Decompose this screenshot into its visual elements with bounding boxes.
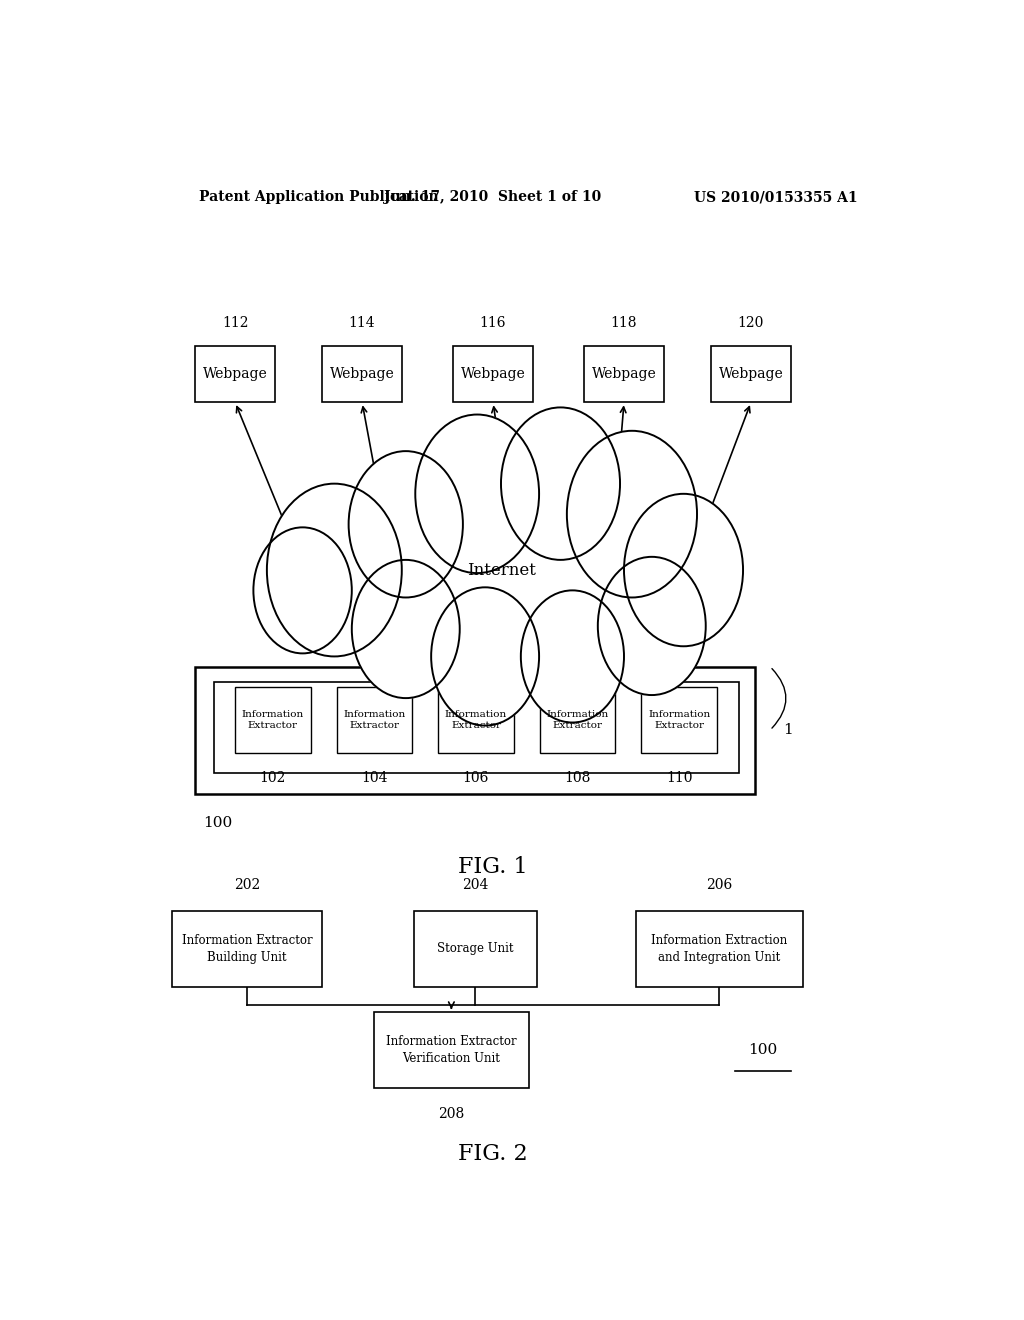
FancyBboxPatch shape bbox=[414, 911, 537, 987]
Circle shape bbox=[352, 560, 460, 698]
Text: 120: 120 bbox=[737, 317, 764, 330]
FancyBboxPatch shape bbox=[374, 1012, 528, 1089]
FancyBboxPatch shape bbox=[641, 686, 717, 752]
Text: Jun. 17, 2010  Sheet 1 of 10: Jun. 17, 2010 Sheet 1 of 10 bbox=[384, 190, 602, 205]
FancyBboxPatch shape bbox=[540, 686, 615, 752]
Text: Webpage: Webpage bbox=[330, 367, 394, 381]
Text: Information Extractor
Verification Unit: Information Extractor Verification Unit bbox=[386, 1035, 517, 1065]
Text: 110: 110 bbox=[666, 771, 692, 785]
Text: Information
Extractor: Information Extractor bbox=[648, 710, 711, 730]
Circle shape bbox=[521, 590, 624, 722]
Text: 206: 206 bbox=[707, 878, 732, 892]
Text: 118: 118 bbox=[610, 317, 637, 330]
Text: 100: 100 bbox=[749, 1043, 777, 1057]
Text: Information Extraction
and Integration Unit: Information Extraction and Integration U… bbox=[651, 933, 787, 964]
FancyBboxPatch shape bbox=[172, 911, 323, 987]
Text: 114: 114 bbox=[349, 317, 376, 330]
Circle shape bbox=[598, 557, 706, 696]
Text: Information
Extractor: Information Extractor bbox=[343, 710, 406, 730]
Text: 1: 1 bbox=[782, 723, 793, 737]
Text: 208: 208 bbox=[438, 1106, 465, 1121]
FancyBboxPatch shape bbox=[236, 686, 310, 752]
Circle shape bbox=[253, 528, 352, 653]
FancyBboxPatch shape bbox=[196, 667, 755, 793]
Text: US 2010/0153355 A1: US 2010/0153355 A1 bbox=[694, 190, 858, 205]
Text: Webpage: Webpage bbox=[203, 367, 267, 381]
Circle shape bbox=[348, 451, 463, 598]
Text: 116: 116 bbox=[480, 317, 506, 330]
FancyBboxPatch shape bbox=[585, 346, 664, 403]
FancyBboxPatch shape bbox=[438, 686, 514, 752]
Text: 108: 108 bbox=[564, 771, 591, 785]
Text: Internet: Internet bbox=[467, 561, 536, 578]
Text: Webpage: Webpage bbox=[461, 367, 525, 381]
Text: Information
Extractor: Information Extractor bbox=[444, 710, 507, 730]
Text: 100: 100 bbox=[204, 816, 232, 830]
Circle shape bbox=[416, 414, 539, 573]
Text: 204: 204 bbox=[462, 878, 488, 892]
FancyBboxPatch shape bbox=[712, 346, 791, 403]
Circle shape bbox=[567, 430, 697, 598]
FancyBboxPatch shape bbox=[454, 346, 532, 403]
FancyBboxPatch shape bbox=[337, 686, 412, 752]
Text: Information
Extractor: Information Extractor bbox=[547, 710, 608, 730]
Text: Information Extractor
Building Unit: Information Extractor Building Unit bbox=[181, 933, 312, 964]
Text: Information
Extractor: Information Extractor bbox=[242, 710, 304, 730]
Text: 112: 112 bbox=[222, 317, 249, 330]
FancyBboxPatch shape bbox=[214, 682, 739, 774]
Circle shape bbox=[501, 408, 620, 560]
FancyBboxPatch shape bbox=[636, 911, 803, 987]
Text: 202: 202 bbox=[233, 878, 260, 892]
Text: FIG. 1: FIG. 1 bbox=[459, 855, 527, 878]
Circle shape bbox=[267, 483, 401, 656]
Text: Patent Application Publication: Patent Application Publication bbox=[200, 190, 439, 205]
Text: Webpage: Webpage bbox=[719, 367, 783, 381]
Text: 150: 150 bbox=[703, 523, 730, 536]
FancyBboxPatch shape bbox=[196, 346, 274, 403]
Text: 106: 106 bbox=[463, 771, 489, 785]
Text: 104: 104 bbox=[361, 771, 388, 785]
Circle shape bbox=[431, 587, 539, 726]
Circle shape bbox=[624, 494, 743, 647]
Text: FIG. 2: FIG. 2 bbox=[459, 1143, 527, 1166]
Text: 102: 102 bbox=[260, 771, 286, 785]
Text: Webpage: Webpage bbox=[592, 367, 656, 381]
FancyBboxPatch shape bbox=[323, 346, 401, 403]
Text: Storage Unit: Storage Unit bbox=[437, 942, 513, 956]
